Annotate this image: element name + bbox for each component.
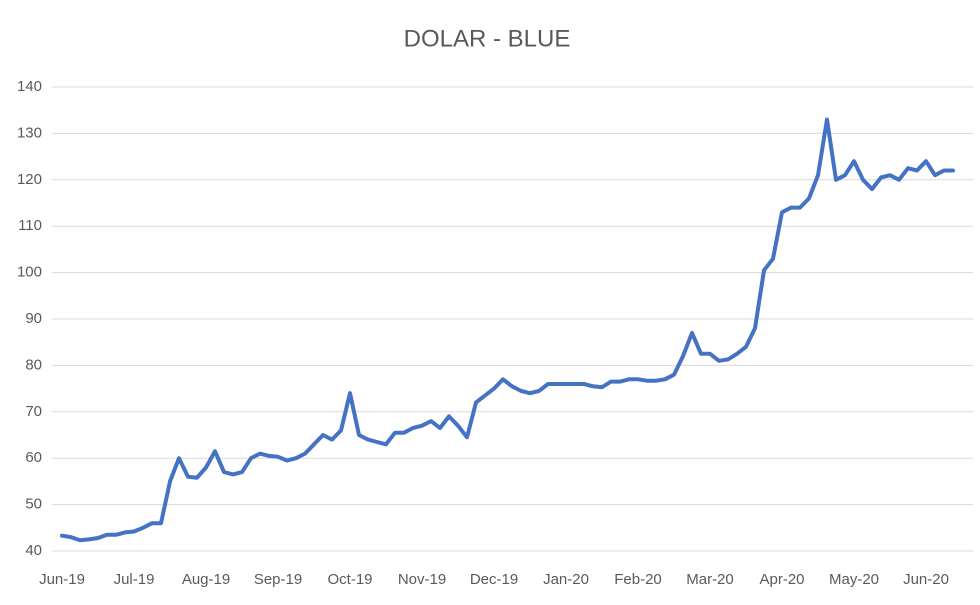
x-tick-label: Jan-20: [543, 571, 589, 588]
x-tick-label: Mar-20: [686, 571, 734, 588]
y-tick-label: 100: [17, 264, 42, 281]
x-tick-label: Jun-20: [903, 571, 949, 588]
y-tick-label: 80: [25, 356, 42, 373]
y-tick-label: 60: [25, 449, 42, 466]
chart-title: DOLAR - BLUE: [404, 25, 571, 52]
y-tick-label: 70: [25, 403, 42, 420]
y-tick-label: 140: [17, 78, 42, 95]
y-tick-label: 130: [17, 124, 42, 141]
y-tick-label: 50: [25, 496, 42, 513]
y-tick-label: 90: [25, 310, 42, 327]
x-tick-label: Jul-19: [114, 571, 155, 588]
x-tick-label: Dec-19: [470, 571, 518, 588]
x-tick-label: Apr-20: [759, 571, 804, 588]
y-tick-label: 120: [17, 171, 42, 188]
line-series: [60, 117, 955, 543]
x-tick-label: Jun-19: [39, 571, 85, 588]
y-tick-label: 110: [18, 217, 42, 234]
x-tick-label: Nov-19: [398, 571, 446, 588]
y-tick-label: 40: [25, 542, 42, 559]
x-tick-label: Oct-19: [327, 571, 372, 588]
x-tick-label: Sep-19: [254, 571, 302, 588]
x-tick-label: May-20: [829, 571, 879, 588]
x-tick-label: Feb-20: [614, 571, 662, 588]
x-tick-label: Aug-19: [182, 571, 230, 588]
